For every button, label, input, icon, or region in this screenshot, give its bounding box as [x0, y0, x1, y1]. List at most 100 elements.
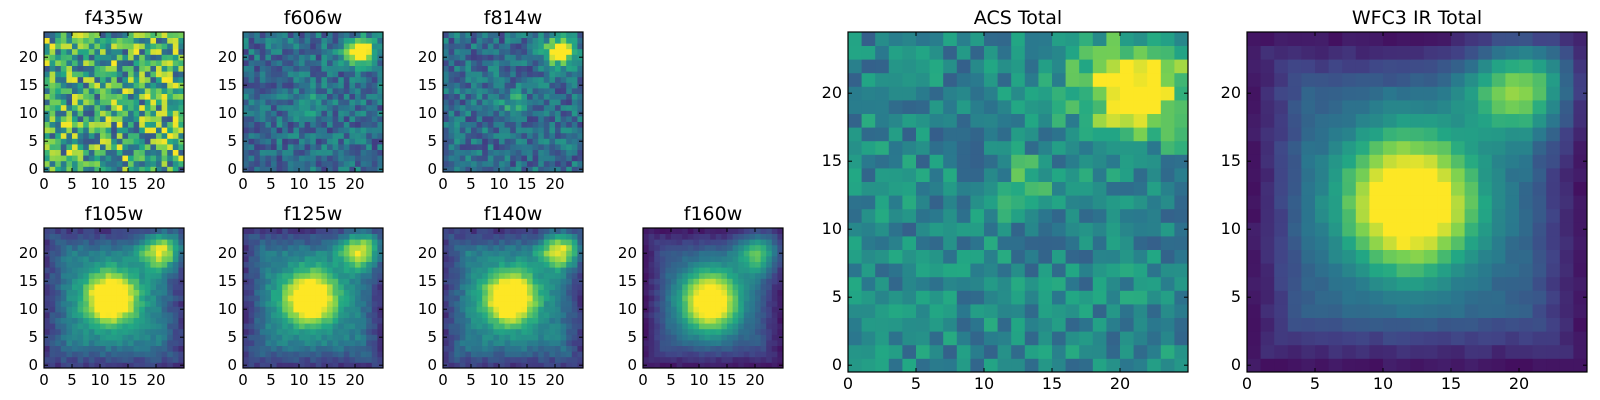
- heatmap-cell: [327, 272, 333, 279]
- heatmap-cell: [133, 317, 140, 324]
- heatmap-cell: [443, 312, 449, 318]
- heatmap-cell: [861, 222, 876, 237]
- heatmap-cell: [332, 362, 339, 369]
- heatmap-cell: [156, 261, 162, 268]
- heatmap-cell: [161, 356, 168, 363]
- heatmap-cell: [538, 284, 545, 290]
- heatmap-cell: [760, 328, 767, 335]
- heatmap-cell: [259, 155, 266, 162]
- heatmap-cell: [771, 278, 778, 285]
- heatmap-cell: [448, 278, 455, 285]
- heatmap-cell: [760, 351, 767, 358]
- heatmap-cell: [271, 88, 277, 94]
- heatmap-cell: [128, 267, 134, 274]
- heatmap-cell: [282, 328, 289, 335]
- heatmap-cell: [77, 239, 84, 246]
- heatmap-cell: [139, 110, 146, 117]
- heatmap-cell: [100, 144, 106, 150]
- heatmap-cell: [487, 261, 494, 268]
- heatmap-cell: [60, 356, 67, 363]
- heatmap-cell: [327, 82, 333, 89]
- heatmap-cell: [671, 284, 677, 290]
- heatmap-cell: [111, 244, 118, 251]
- heatmap-cell: [116, 289, 123, 296]
- heatmap-cell: [88, 88, 95, 94]
- heatmap-cell: [139, 261, 146, 268]
- heatmap-cell: [760, 233, 767, 240]
- heatmap-cell: [360, 317, 367, 324]
- heatmap-cell: [332, 116, 339, 122]
- heatmap-cell: [504, 295, 511, 302]
- heatmap-cell: [327, 261, 333, 268]
- heatmap-cell: [321, 250, 328, 257]
- heatmap-cell: [259, 116, 266, 122]
- heatmap-cell: [49, 256, 56, 262]
- heatmap-cell: [997, 304, 1012, 318]
- heatmap-cell: [248, 93, 255, 100]
- heatmap-cell: [355, 76, 361, 83]
- heatmap-cell: [766, 244, 773, 251]
- heatmap-cell: [1106, 317, 1121, 332]
- heatmap-cell: [161, 121, 168, 128]
- heatmap-cell: [560, 144, 567, 150]
- heatmap-cell: [44, 71, 50, 78]
- heatmap-cell: [271, 284, 277, 290]
- heatmap-cell: [60, 132, 67, 139]
- heatmap-cell: [338, 88, 345, 94]
- heatmap-cell: [543, 155, 550, 162]
- heatmap-cell: [465, 54, 472, 61]
- heatmap-cell: [521, 362, 528, 369]
- heatmap-cell: [360, 334, 367, 341]
- heatmap-cell: [1024, 331, 1039, 346]
- heatmap-cell: [167, 233, 174, 240]
- heatmap-cell: [83, 54, 90, 61]
- heatmap-cell: [172, 48, 179, 55]
- heatmap-cell: [648, 239, 655, 246]
- heatmap-cell: [510, 43, 517, 50]
- heatmap-cell: [77, 48, 84, 55]
- heatmap-cell: [671, 362, 677, 369]
- heatmap-cell: [72, 340, 78, 346]
- heatmap-cell: [487, 155, 494, 162]
- heatmap-cell: [682, 256, 689, 262]
- heatmap-cell: [454, 300, 461, 307]
- heatmap-cell: [49, 334, 56, 341]
- heatmap-cell: [577, 32, 584, 38]
- heatmap-cell: [749, 272, 756, 279]
- heatmap-cell: [671, 228, 677, 234]
- heatmap-cell: [287, 54, 294, 61]
- heatmap-cell: [1160, 304, 1175, 318]
- heatmap-cell: [471, 356, 477, 363]
- heatmap-cell: [349, 88, 356, 94]
- heatmap-cell: [738, 317, 745, 324]
- heatmap-cell: [454, 127, 461, 134]
- heatmap-cell: [577, 267, 584, 274]
- heatmap-cell: [487, 121, 494, 128]
- heatmap-cell: [760, 239, 767, 246]
- heatmap-cell: [1120, 236, 1134, 250]
- heatmap-cell: [510, 295, 517, 302]
- heatmap-cell: [366, 155, 373, 162]
- y-tick-label: 5: [28, 328, 38, 346]
- heatmap-cell: [150, 261, 157, 268]
- heatmap-cell: [476, 160, 483, 167]
- heatmap-cell: [671, 300, 677, 307]
- heatmap-cell: [875, 195, 890, 210]
- heatmap-cell: [360, 60, 367, 66]
- heatmap-cell: [122, 155, 129, 162]
- heatmap-cell: [727, 362, 733, 369]
- heatmap-cell: [161, 104, 168, 111]
- heatmap-cell: [493, 306, 500, 313]
- heatmap-cell: [527, 71, 533, 78]
- heatmap-cell: [371, 71, 378, 78]
- heatmap-cell: [349, 345, 356, 352]
- heatmap-cell: [100, 334, 106, 341]
- heatmap-cell: [276, 345, 283, 352]
- heatmap-cell: [577, 60, 584, 66]
- heatmap-cell: [128, 306, 134, 313]
- heatmap-cell: [532, 127, 539, 134]
- heatmap-cell: [571, 317, 578, 324]
- heatmap-cell: [916, 263, 930, 278]
- heatmap-cell: [128, 362, 134, 369]
- heatmap-cell: [448, 65, 455, 72]
